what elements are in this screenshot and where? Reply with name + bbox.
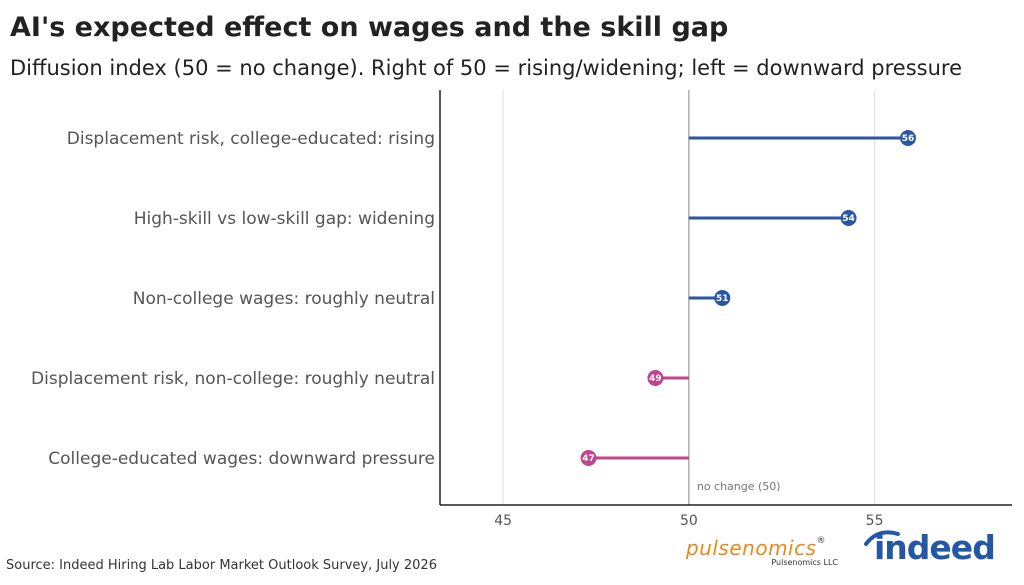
dot-3 <box>647 370 664 386</box>
source-note: Source: Indeed Hiring Lab Labor Market O… <box>6 558 437 573</box>
category-label-3: Displacement risk, non-college: roughly … <box>31 369 435 389</box>
indeed-logo: indeed <box>860 528 1010 578</box>
category-labels: Displacement risk, college-educated: ris… <box>31 129 435 469</box>
category-label-2: Non-college wages: roughly neutral <box>133 289 435 309</box>
category-label-1: High-skill vs low-skill gap: widening <box>134 209 435 229</box>
category-label-0: Displacement risk, college-educated: ris… <box>67 129 435 149</box>
reference-label: no change (50) <box>697 480 781 493</box>
pulsenomics-logo: pulsenomics® Pulsenomics LLC <box>686 536 846 567</box>
x-tick-label-45: 45 <box>494 513 512 529</box>
value-label-3: 49 <box>649 374 662 384</box>
value-label-1: 54 <box>842 214 855 224</box>
x-tick-label-50: 50 <box>680 513 698 529</box>
chart-title: AI's expected effect on wages and the sk… <box>10 12 729 43</box>
indeed-arc-icon <box>864 530 900 546</box>
dot-2 <box>714 290 731 306</box>
lollipop-marks: 56 54 51 49 47 <box>580 130 916 466</box>
x-tick-label-55: 55 <box>866 513 884 529</box>
indeed-wordmark: indeed <box>874 528 996 567</box>
grid-lines <box>502 90 876 505</box>
pulsenomics-wordmark: pulsenomics® <box>686 536 846 560</box>
chart-subtitle: Diffusion index (50 = no change). Right … <box>10 56 962 80</box>
dot-0 <box>900 130 916 146</box>
axes: 45 50 55 <box>439 90 1012 529</box>
value-label-4: 47 <box>582 454 595 464</box>
dot-4 <box>580 450 597 466</box>
category-label-4: College-educated wages: downward pressur… <box>48 449 435 469</box>
value-label-2: 51 <box>716 294 729 304</box>
dot-1 <box>840 210 857 226</box>
value-label-0: 56 <box>902 134 915 144</box>
registered-mark: ® <box>816 536 827 546</box>
pulsenomics-tagline: Pulsenomics LLC <box>771 558 838 567</box>
pulsenomics-wordmark-text: pulsenomics <box>686 536 817 560</box>
